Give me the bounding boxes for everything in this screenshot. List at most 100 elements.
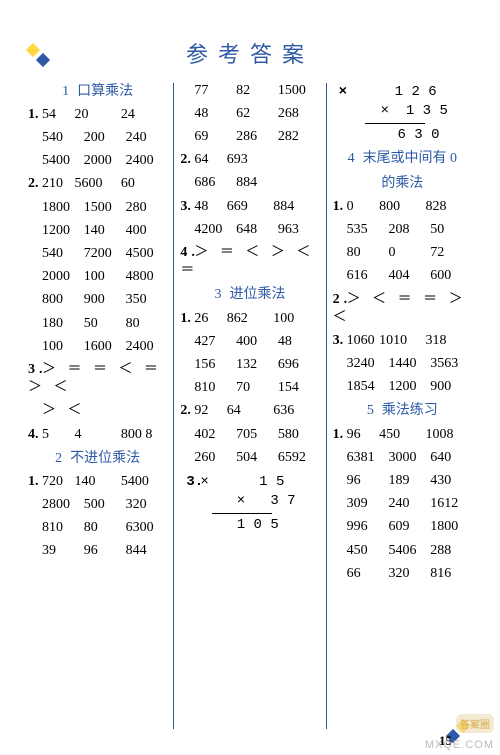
answer-row: 402705580 <box>180 426 319 444</box>
answer-row: 4200648963 <box>180 221 319 239</box>
answer-cell: 696 <box>278 356 320 374</box>
answer-cell: 400 <box>236 333 278 351</box>
answer-row: 42740048 <box>180 333 319 351</box>
answer-cell: 1500 <box>84 199 126 217</box>
answer-cell: 4800 <box>126 268 168 286</box>
answer-cell: 5600 <box>74 175 120 193</box>
answer-cell: 4.5 <box>28 426 74 444</box>
answer-cell: 884 <box>273 198 319 216</box>
answer-cell: 1800 <box>42 199 84 217</box>
answer-cell: 1.96 <box>333 426 379 444</box>
answer-row: 4862268 <box>180 105 319 123</box>
comparison-line: ＞ ＜ <box>28 402 167 420</box>
answer-row: 69286282 <box>180 128 319 146</box>
answer-cell: 844 <box>126 542 168 560</box>
answer-row: 2605046592 <box>180 449 319 467</box>
answer-cell: 60 <box>121 175 167 193</box>
answer-cell: 72 <box>430 244 472 262</box>
answer-row: 4505406288 <box>333 542 472 560</box>
answer-columns: 1口算乘法1.5420245402002405400200024002.2105… <box>22 77 478 735</box>
answer-cell: 1.54 <box>28 106 74 124</box>
answer-cell: 66 <box>347 565 389 583</box>
section-heading: 1口算乘法 <box>28 83 167 101</box>
answer-cell: 1600 <box>84 338 126 356</box>
answer-cell: 100 <box>84 268 126 286</box>
answer-cell: 540 <box>42 129 84 147</box>
answer-cell: 3240 <box>347 355 389 373</box>
column-1: 1口算乘法1.5420245402002405400200024002.2105… <box>22 77 173 735</box>
answer-cell: 0 <box>388 244 430 262</box>
answer-cell: 2000 <box>42 268 84 286</box>
answer-cell: 77 <box>194 82 236 100</box>
answer-cell: 705 <box>236 426 278 444</box>
answer-row: 80072 <box>333 244 472 262</box>
answer-cell: 693 <box>227 151 273 169</box>
answer-cell: 1010 <box>379 332 425 350</box>
answer-row: 540020002400 <box>28 152 167 170</box>
page-title: 参考答案 <box>0 15 500 77</box>
answer-cell: 200 <box>84 129 126 147</box>
answer-cell: 5400 <box>42 152 84 170</box>
answer-cell: 400 <box>126 222 168 240</box>
answer-cell: 309 <box>347 495 389 513</box>
watermark-text: MXQE.COM <box>425 739 494 751</box>
answer-cell: 3.48 <box>180 198 226 216</box>
answer-cell: 1200 <box>388 378 430 396</box>
answer-cell: 24 <box>121 106 167 124</box>
answer-cell: 450 <box>379 426 425 444</box>
answer-row: 1.26862100 <box>180 310 319 328</box>
answer-cell: 189 <box>388 472 430 490</box>
section-heading: 3进位乘法 <box>180 286 319 304</box>
answer-cell: 810 <box>42 519 84 537</box>
answer-cell: 100 <box>273 310 319 328</box>
answer-cell: 402 <box>194 426 236 444</box>
answer-cell: 62 <box>236 105 278 123</box>
answer-cell: 280 <box>126 199 168 217</box>
answer-row: 540200240 <box>28 129 167 147</box>
answer-row: 77821500 <box>180 82 319 100</box>
answer-cell: 320 <box>126 496 168 514</box>
answer-row: 63813000640 <box>333 449 472 467</box>
vertical-multiplication: × 1 2 6 × 1 3 5 6 3 0 <box>339 83 472 145</box>
answer-row: 800900350 <box>28 291 167 309</box>
answer-row: 156132696 <box>180 356 319 374</box>
answer-cell: 39 <box>42 542 84 560</box>
answer-row: 2800500320 <box>28 496 167 514</box>
answer-row: 9966091800 <box>333 518 472 536</box>
answer-cell: 318 <box>426 332 472 350</box>
answer-cell: 540 <box>42 245 84 263</box>
answer-cell: 3.1060 <box>333 332 379 350</box>
answer-cell <box>273 151 319 169</box>
answer-cell: 800 <box>42 291 84 309</box>
answer-cell: 4200 <box>194 221 236 239</box>
answer-cell: 5406 <box>388 542 430 560</box>
comparison-line: 4.＞ ＝ ＜ ＞ ＜ ＝ <box>180 244 319 280</box>
answer-row: 1200140400 <box>28 222 167 240</box>
answer-cell: 884 <box>236 174 278 192</box>
answer-cell: 64 <box>227 402 273 420</box>
answer-cell: 132 <box>236 356 278 374</box>
answer-cell: 828 <box>426 198 472 216</box>
answer-cell: 6300 <box>126 519 168 537</box>
answer-row: 3.48669884 <box>180 198 319 216</box>
answer-cell: 1500 <box>278 82 320 100</box>
answer-row: 54072004500 <box>28 245 167 263</box>
answer-cell: 996 <box>347 518 389 536</box>
answer-cell: 2.210 <box>28 175 74 193</box>
answer-cell: 140 <box>74 473 120 491</box>
answer-cell: 1.26 <box>180 310 226 328</box>
answer-cell: 810 <box>194 379 236 397</box>
answer-cell: 96 <box>347 472 389 490</box>
answer-row: 324014403563 <box>333 355 472 373</box>
answer-cell: 6381 <box>347 449 389 467</box>
answer-cell: 636 <box>273 402 319 420</box>
answer-cell: 240 <box>126 129 168 147</box>
answer-cell: 156 <box>194 356 236 374</box>
answer-cell: 686 <box>194 174 236 192</box>
answer-cell: 1854 <box>347 378 389 396</box>
answer-cell: 2800 <box>42 496 84 514</box>
answer-cell: 288 <box>430 542 472 560</box>
answer-cell <box>278 174 320 192</box>
answer-cell: 50 <box>84 315 126 333</box>
answer-row: 3092401612 <box>333 495 472 513</box>
